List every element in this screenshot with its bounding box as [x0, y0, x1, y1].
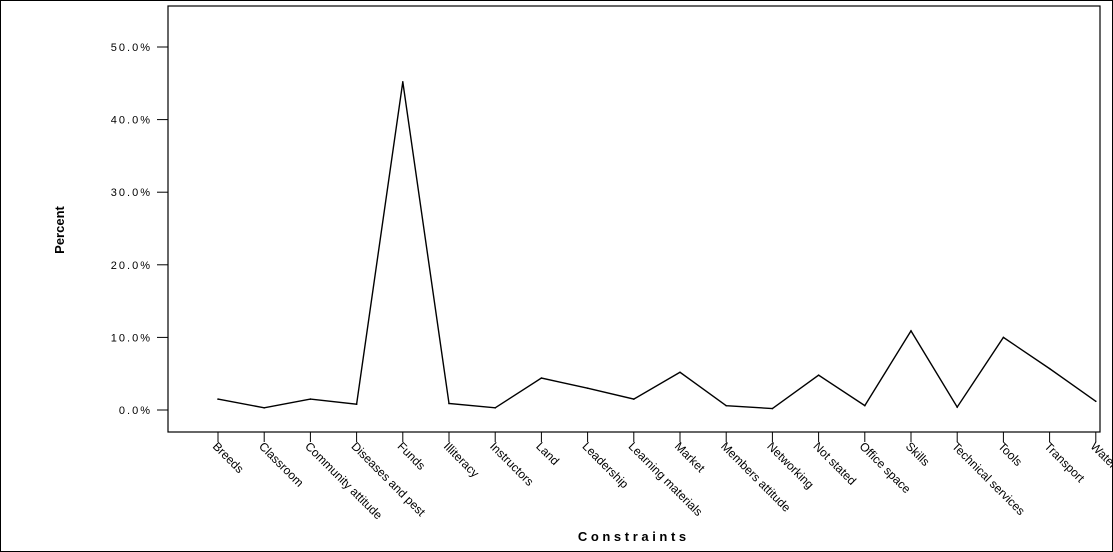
data-point: [771, 407, 774, 410]
x-tick-label: Leadership: [579, 439, 631, 491]
x-tick-label: Funds: [395, 439, 428, 472]
x-tick-label: Skills: [903, 439, 933, 469]
y-tick-label: 0.0%: [119, 405, 152, 417]
y-tick-label: 40.0%: [111, 115, 152, 127]
x-tick-label: Community attitude: [302, 439, 385, 522]
data-point: [309, 398, 312, 400]
x-tick-label: Not stated: [810, 439, 859, 488]
x-tick-label: Illiteracy: [441, 439, 482, 480]
x-tick-label: Transport: [1041, 439, 1087, 485]
y-tick-label: 10.0%: [111, 332, 152, 344]
data-point: [355, 403, 358, 405]
data-point: [817, 374, 820, 376]
x-tick-label: Instructors: [487, 439, 537, 489]
x-tick-label: Land: [533, 439, 562, 468]
x-tick-label: Classroom: [256, 439, 306, 489]
series-line: [217, 81, 1097, 410]
data-point: [910, 330, 912, 332]
data-point: [725, 404, 727, 407]
data-point: [1048, 367, 1051, 370]
data-point: [864, 404, 866, 407]
data-point: [217, 398, 219, 400]
data-point: [402, 81, 404, 83]
x-tick-label: Water: [1088, 439, 1113, 471]
y-tick-label: 50.0%: [111, 42, 152, 54]
y-tick-label: 30.0%: [111, 187, 152, 199]
data-point: [1002, 336, 1005, 339]
plot-area: [167, 5, 1101, 433]
data-point: [586, 387, 589, 390]
y-axis: 0.0% 10.0% 20.0% 30.0% 40.0% 50.0%: [111, 42, 168, 417]
data-point: [1095, 400, 1097, 403]
data-point: [956, 406, 958, 408]
data-point: [263, 407, 266, 409]
x-tick-label: Breeds: [210, 439, 247, 476]
x-axis-title: C o n s t r a i n t s: [578, 529, 686, 544]
y-tick-label: 20.0%: [111, 260, 152, 272]
x-tick-label: Tools: [995, 439, 1025, 469]
data-point: [679, 371, 681, 374]
data-point: [494, 407, 497, 409]
x-tick-label: Market: [672, 439, 708, 475]
y-axis-title: Percent: [52, 205, 67, 253]
data-point: [448, 402, 450, 405]
data-point: [633, 398, 635, 400]
data-point: [540, 377, 543, 379]
